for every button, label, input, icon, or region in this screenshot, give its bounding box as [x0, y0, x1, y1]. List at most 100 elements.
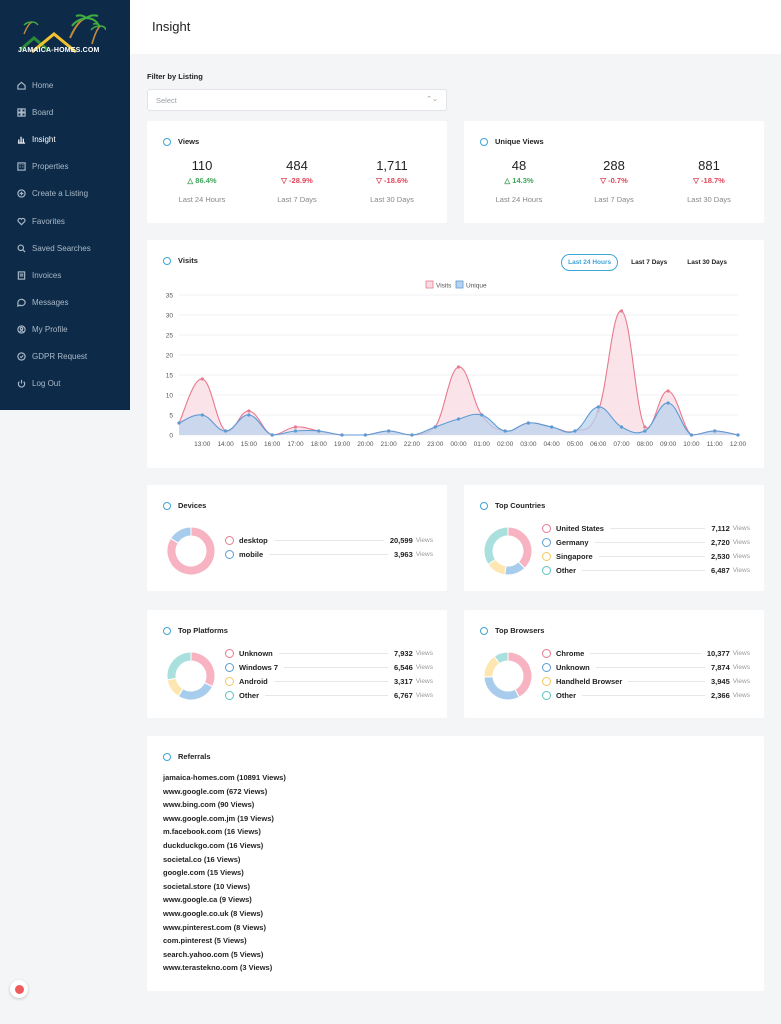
- range-button-last-24-hours[interactable]: Last 24 Hours: [561, 254, 619, 271]
- range-button-last-7-days[interactable]: Last 7 Days: [631, 259, 668, 266]
- data-point-unique[interactable]: [596, 405, 600, 409]
- sidebar-item-create-a-listing[interactable]: Create a Listing: [0, 180, 130, 207]
- data-point-visits[interactable]: [293, 425, 298, 429]
- heart-icon: [16, 216, 26, 226]
- data-point-unique[interactable]: [200, 413, 204, 417]
- x-tick-label: 15:00: [241, 441, 258, 448]
- data-point-unique[interactable]: [619, 425, 624, 429]
- data-point-unique[interactable]: [247, 413, 251, 417]
- insight-icon: [16, 135, 26, 145]
- donut-slice-mobile[interactable]: [169, 526, 192, 544]
- data-point-unique[interactable]: [293, 429, 298, 433]
- referral-item: www.google.com (672 Views): [163, 786, 268, 796]
- devices-card-title: Devices: [163, 501, 206, 510]
- legend-row: Singapore 2,530 Views: [542, 549, 750, 563]
- legend-dot-icon: [225, 662, 234, 672]
- data-point-unique[interactable]: [433, 425, 437, 429]
- legend-row: mobile 3,963 Views: [225, 547, 433, 561]
- sidebar-item-label: Favorites: [32, 216, 65, 226]
- sidebar-item-messages[interactable]: Messages: [0, 289, 130, 316]
- data-point-unique[interactable]: [573, 429, 577, 433]
- legend-divider: [595, 666, 705, 668]
- donut-slice-desktop[interactable]: [166, 526, 216, 576]
- data-point-visits[interactable]: [456, 365, 461, 369]
- donut-slice-united-states[interactable]: [507, 526, 533, 569]
- legend-row: desktop 20,599 Views: [225, 533, 433, 547]
- data-point-unique[interactable]: [550, 425, 554, 429]
- legend-unit: Views: [415, 550, 433, 558]
- sidebar-item-home[interactable]: Home: [0, 72, 130, 99]
- data-point-unique[interactable]: [270, 433, 274, 437]
- data-point-unique[interactable]: [643, 429, 647, 433]
- visits-chart: 0 5 10 15 20 25 30 35 13:00 14:00 15:00 16:00 17:00 1…: [166, 280, 747, 448]
- stat-value: 881: [698, 158, 720, 173]
- data-point-unique[interactable]: [363, 433, 367, 437]
- legend-unit: Views: [732, 566, 750, 574]
- legend-row: Unknown 7,874 Views: [542, 660, 750, 674]
- data-point-unique[interactable]: [666, 401, 670, 405]
- circle-icon: [163, 501, 171, 510]
- donut-slice-unknown[interactable]: [483, 676, 520, 701]
- legend-divider: [590, 652, 701, 654]
- views-title-label: Views: [178, 137, 200, 146]
- referral-item: duckduckgo.com (16 Views): [163, 840, 264, 850]
- browsers-donut-chart: [483, 651, 533, 701]
- devices-donut-chart: [166, 526, 216, 576]
- sidebar-item-invoices[interactable]: Invoices: [0, 262, 130, 289]
- sidebar-item-properties[interactable]: Properties: [0, 153, 130, 180]
- legend-divider: [582, 569, 705, 571]
- site-logo[interactable]: [14, 14, 106, 60]
- data-point-unique[interactable]: [177, 421, 181, 425]
- unique-views-stat: 48 △ 14.3% Last 24 Hours: [469, 158, 569, 204]
- data-point-unique[interactable]: [456, 417, 461, 421]
- sidebar-item-saved-searches[interactable]: Saved Searches: [0, 235, 130, 262]
- data-point-visits[interactable]: [619, 309, 624, 313]
- sidebar-item-label: Insight: [32, 135, 56, 145]
- legend-name: Other: [556, 690, 577, 700]
- message-icon: [16, 297, 26, 307]
- notification-bell-icon[interactable]: [10, 980, 28, 998]
- sidebar-item-insight[interactable]: Insight: [0, 126, 130, 153]
- data-point-unique[interactable]: [503, 429, 507, 433]
- donut-slice-unknown[interactable]: [190, 651, 216, 688]
- data-point-unique[interactable]: [387, 429, 391, 433]
- donut-slice-other[interactable]: [166, 651, 192, 681]
- sidebar-item-favorites[interactable]: Favorites: [0, 207, 130, 234]
- y-tick-label: 20: [166, 353, 174, 360]
- x-tick-label: 05:00: [567, 441, 584, 448]
- browsers-card: Top Browsers Chrome 10,377 Views Unknown 7,8…: [464, 610, 764, 718]
- data-point-visits[interactable]: [643, 425, 647, 429]
- countries-title-label: Top Countries: [495, 501, 546, 510]
- listing-select[interactable]: Select ⌃⌄: [147, 89, 447, 111]
- x-tick-label: 20:00: [357, 441, 374, 448]
- data-point-unique[interactable]: [689, 433, 694, 437]
- sidebar-item-board[interactable]: Board: [0, 99, 130, 126]
- donut-slice-other[interactable]: [493, 651, 509, 665]
- data-point-unique[interactable]: [223, 429, 228, 433]
- legend-value: 7,932: [393, 648, 413, 658]
- sidebar-item-log-out[interactable]: Log Out: [0, 370, 130, 397]
- legend-value: 6,487: [710, 565, 730, 575]
- data-point-visits[interactable]: [200, 377, 204, 381]
- donut-slice-windows-7[interactable]: [177, 681, 214, 701]
- circle-icon: [163, 137, 171, 146]
- data-point-unique[interactable]: [526, 421, 530, 425]
- data-point-visits[interactable]: [247, 409, 251, 413]
- sidebar-item-gdpr-request[interactable]: GDPR Request: [0, 343, 130, 370]
- legend-unit: Views: [415, 677, 433, 685]
- x-tick-label: 22:00: [404, 441, 421, 448]
- sidebar-item-my-profile[interactable]: My Profile: [0, 316, 130, 343]
- stat-change: ▽ -18.7%: [693, 176, 725, 185]
- data-point-unique[interactable]: [736, 433, 740, 437]
- data-point-unique[interactable]: [340, 433, 344, 437]
- data-point-unique[interactable]: [480, 413, 484, 417]
- data-point-visits[interactable]: [666, 389, 670, 393]
- data-point-unique[interactable]: [317, 429, 321, 433]
- data-point-unique[interactable]: [713, 429, 717, 433]
- data-point-unique[interactable]: [410, 433, 414, 437]
- range-button-last-30-days[interactable]: Last 30 Days: [687, 259, 727, 266]
- legend-divider: [582, 694, 705, 696]
- donut-slice-other[interactable]: [483, 526, 509, 566]
- sidebar-item-label: Home: [32, 81, 54, 91]
- sidebar-item-label: Saved Searches: [32, 243, 91, 253]
